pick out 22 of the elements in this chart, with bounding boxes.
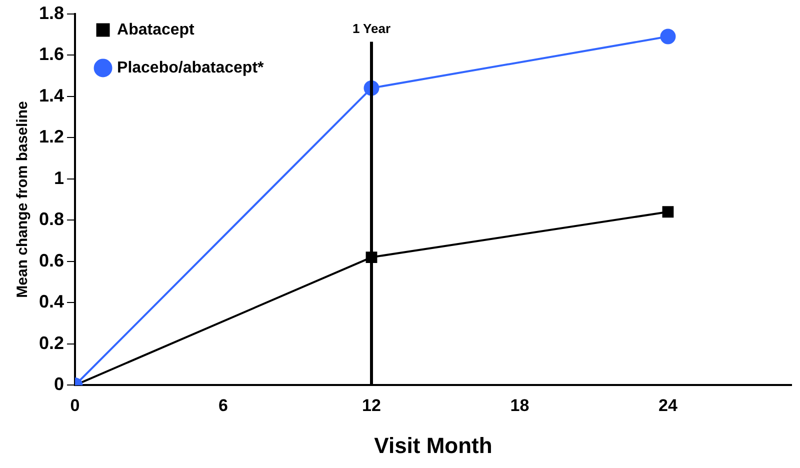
x-tick-label: 12 — [362, 396, 381, 416]
y-tick-label: 1 — [54, 168, 64, 188]
x-axis-title: Visit Month — [374, 432, 492, 458]
y-tick-label: 1.4 — [38, 85, 64, 106]
y-tick-label: 0.8 — [38, 209, 64, 230]
y-tick-label: 1.8 — [38, 2, 64, 23]
y-tick-label: 0.6 — [38, 250, 64, 270]
y-tick-label: 1.2 — [38, 126, 64, 147]
point — [662, 206, 674, 218]
y-axis-title: Mean change from baseline — [14, 101, 32, 298]
point — [660, 28, 676, 44]
legend-label: Placebo/abatacept* — [117, 59, 265, 76]
y-tick-label: 1.6 — [38, 44, 64, 64]
y-tick-label: 0 — [54, 374, 64, 394]
x-tick-label: 24 — [658, 396, 678, 416]
ref-line-label: 1 Year — [352, 20, 391, 36]
x-tick-label: 18 — [510, 396, 530, 416]
y-tick-label: 0.4 — [38, 292, 64, 312]
legend-label: Abatacept — [117, 21, 196, 38]
x-tick-label: 6 — [218, 396, 228, 416]
y-tick-label: 0.2 — [38, 332, 64, 353]
x-tick-label: 0 — [70, 396, 80, 416]
